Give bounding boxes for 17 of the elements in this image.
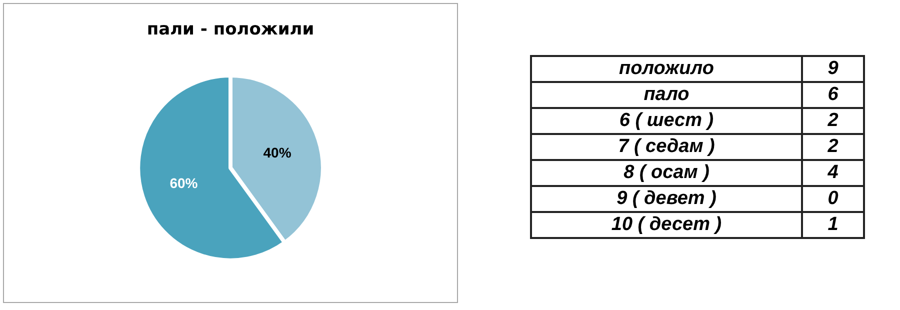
category-label: 10 ( десет ) xyxy=(531,212,802,238)
category-label: пало xyxy=(531,82,802,108)
data-label: 60% xyxy=(170,175,198,192)
category-label: 6 ( шест ) xyxy=(531,108,802,134)
data-label: 4 xyxy=(802,160,864,186)
data-label: 40% xyxy=(263,144,292,161)
category-label: 9 ( девет ) xyxy=(531,186,802,212)
data-label: 2 xyxy=(802,108,864,134)
data-label: 2 xyxy=(802,134,864,160)
category-label: 8 ( осам ) xyxy=(531,160,802,186)
category-label: 7 ( седам ) xyxy=(531,134,802,160)
data-label: 1 xyxy=(802,212,864,238)
category-label: положило xyxy=(531,56,802,82)
chart-title: пали - положили xyxy=(146,20,314,40)
data-label: 6 xyxy=(802,82,864,108)
data-label: 9 xyxy=(802,56,864,82)
data-label: 0 xyxy=(802,186,864,212)
